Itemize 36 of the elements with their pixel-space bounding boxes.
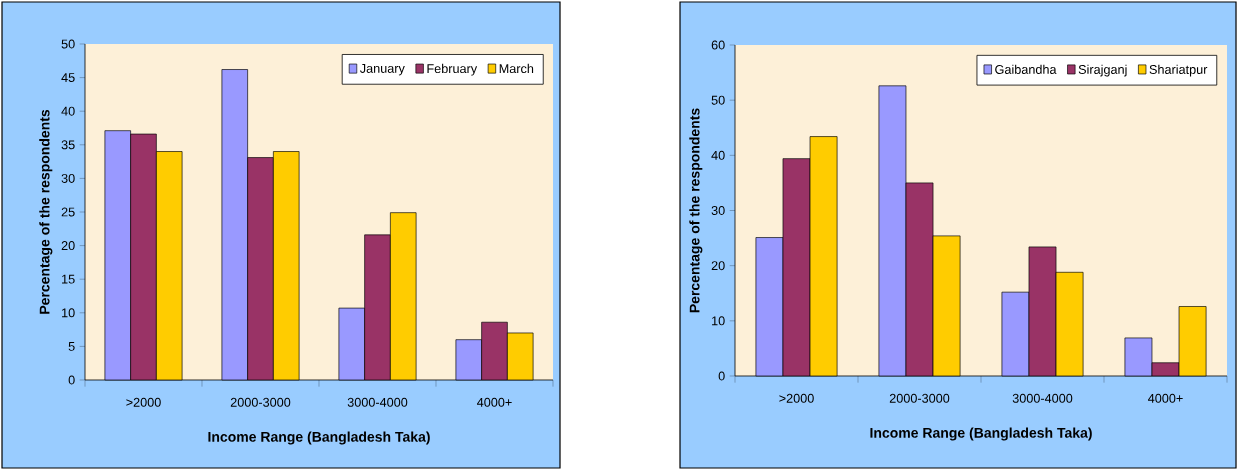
x-tick-label: 3000-4000 xyxy=(347,397,408,407)
y-tick-label: 5 xyxy=(68,341,75,351)
y-tick-label: 15 xyxy=(62,274,75,284)
x-tick-label: 2000-3000 xyxy=(889,393,950,403)
y-axis-title: Percentage of the respondents xyxy=(39,109,53,314)
y-tick-label: 0 xyxy=(718,371,725,381)
legend-label: March xyxy=(499,63,534,74)
y-tick-label: 20 xyxy=(61,241,75,251)
y-tick-label: 20 xyxy=(711,261,725,271)
x-tick-label: 4000+ xyxy=(1148,393,1183,403)
x-tick-label: 4000+ xyxy=(477,397,512,407)
y-tick-label: 60 xyxy=(711,40,725,50)
y-tick-label: 25 xyxy=(61,207,75,217)
x-tick-label: >2000 xyxy=(126,397,161,407)
y-tick-label: 30 xyxy=(61,173,75,183)
legend-label: February xyxy=(427,63,478,76)
y-tick-label: 10 xyxy=(712,316,725,326)
y-tick-label: 30 xyxy=(711,206,725,215)
x-axis-title: Income Range (Bangladesh Taka) xyxy=(208,431,430,445)
x-tick-label: >2000 xyxy=(779,393,814,403)
legend-label: Sirajganj xyxy=(1078,64,1127,77)
legend-label: Shariatpur xyxy=(1149,64,1208,77)
legend-label: January xyxy=(359,64,405,76)
y-tick-label: 40 xyxy=(61,106,75,116)
y-tick-label: 45 xyxy=(61,73,75,83)
legend-label: Gaibandha xyxy=(995,64,1057,74)
x-axis-title: Income Range (Bangladesh Taka) xyxy=(870,427,1092,441)
y-tick-label: 50 xyxy=(61,39,75,49)
x-tick-label: 2000-3000 xyxy=(230,397,291,407)
y-tick-label: 40 xyxy=(711,150,725,160)
y-axis-title: Percentage of the respondents xyxy=(689,108,703,313)
y-tick-label: 0 xyxy=(68,375,75,385)
y-tick-label: 35 xyxy=(61,140,75,150)
y-tick-label: 50 xyxy=(711,95,725,105)
y-tick-label: 10 xyxy=(62,308,75,318)
x-tick-label: 3000-4000 xyxy=(1012,393,1073,403)
